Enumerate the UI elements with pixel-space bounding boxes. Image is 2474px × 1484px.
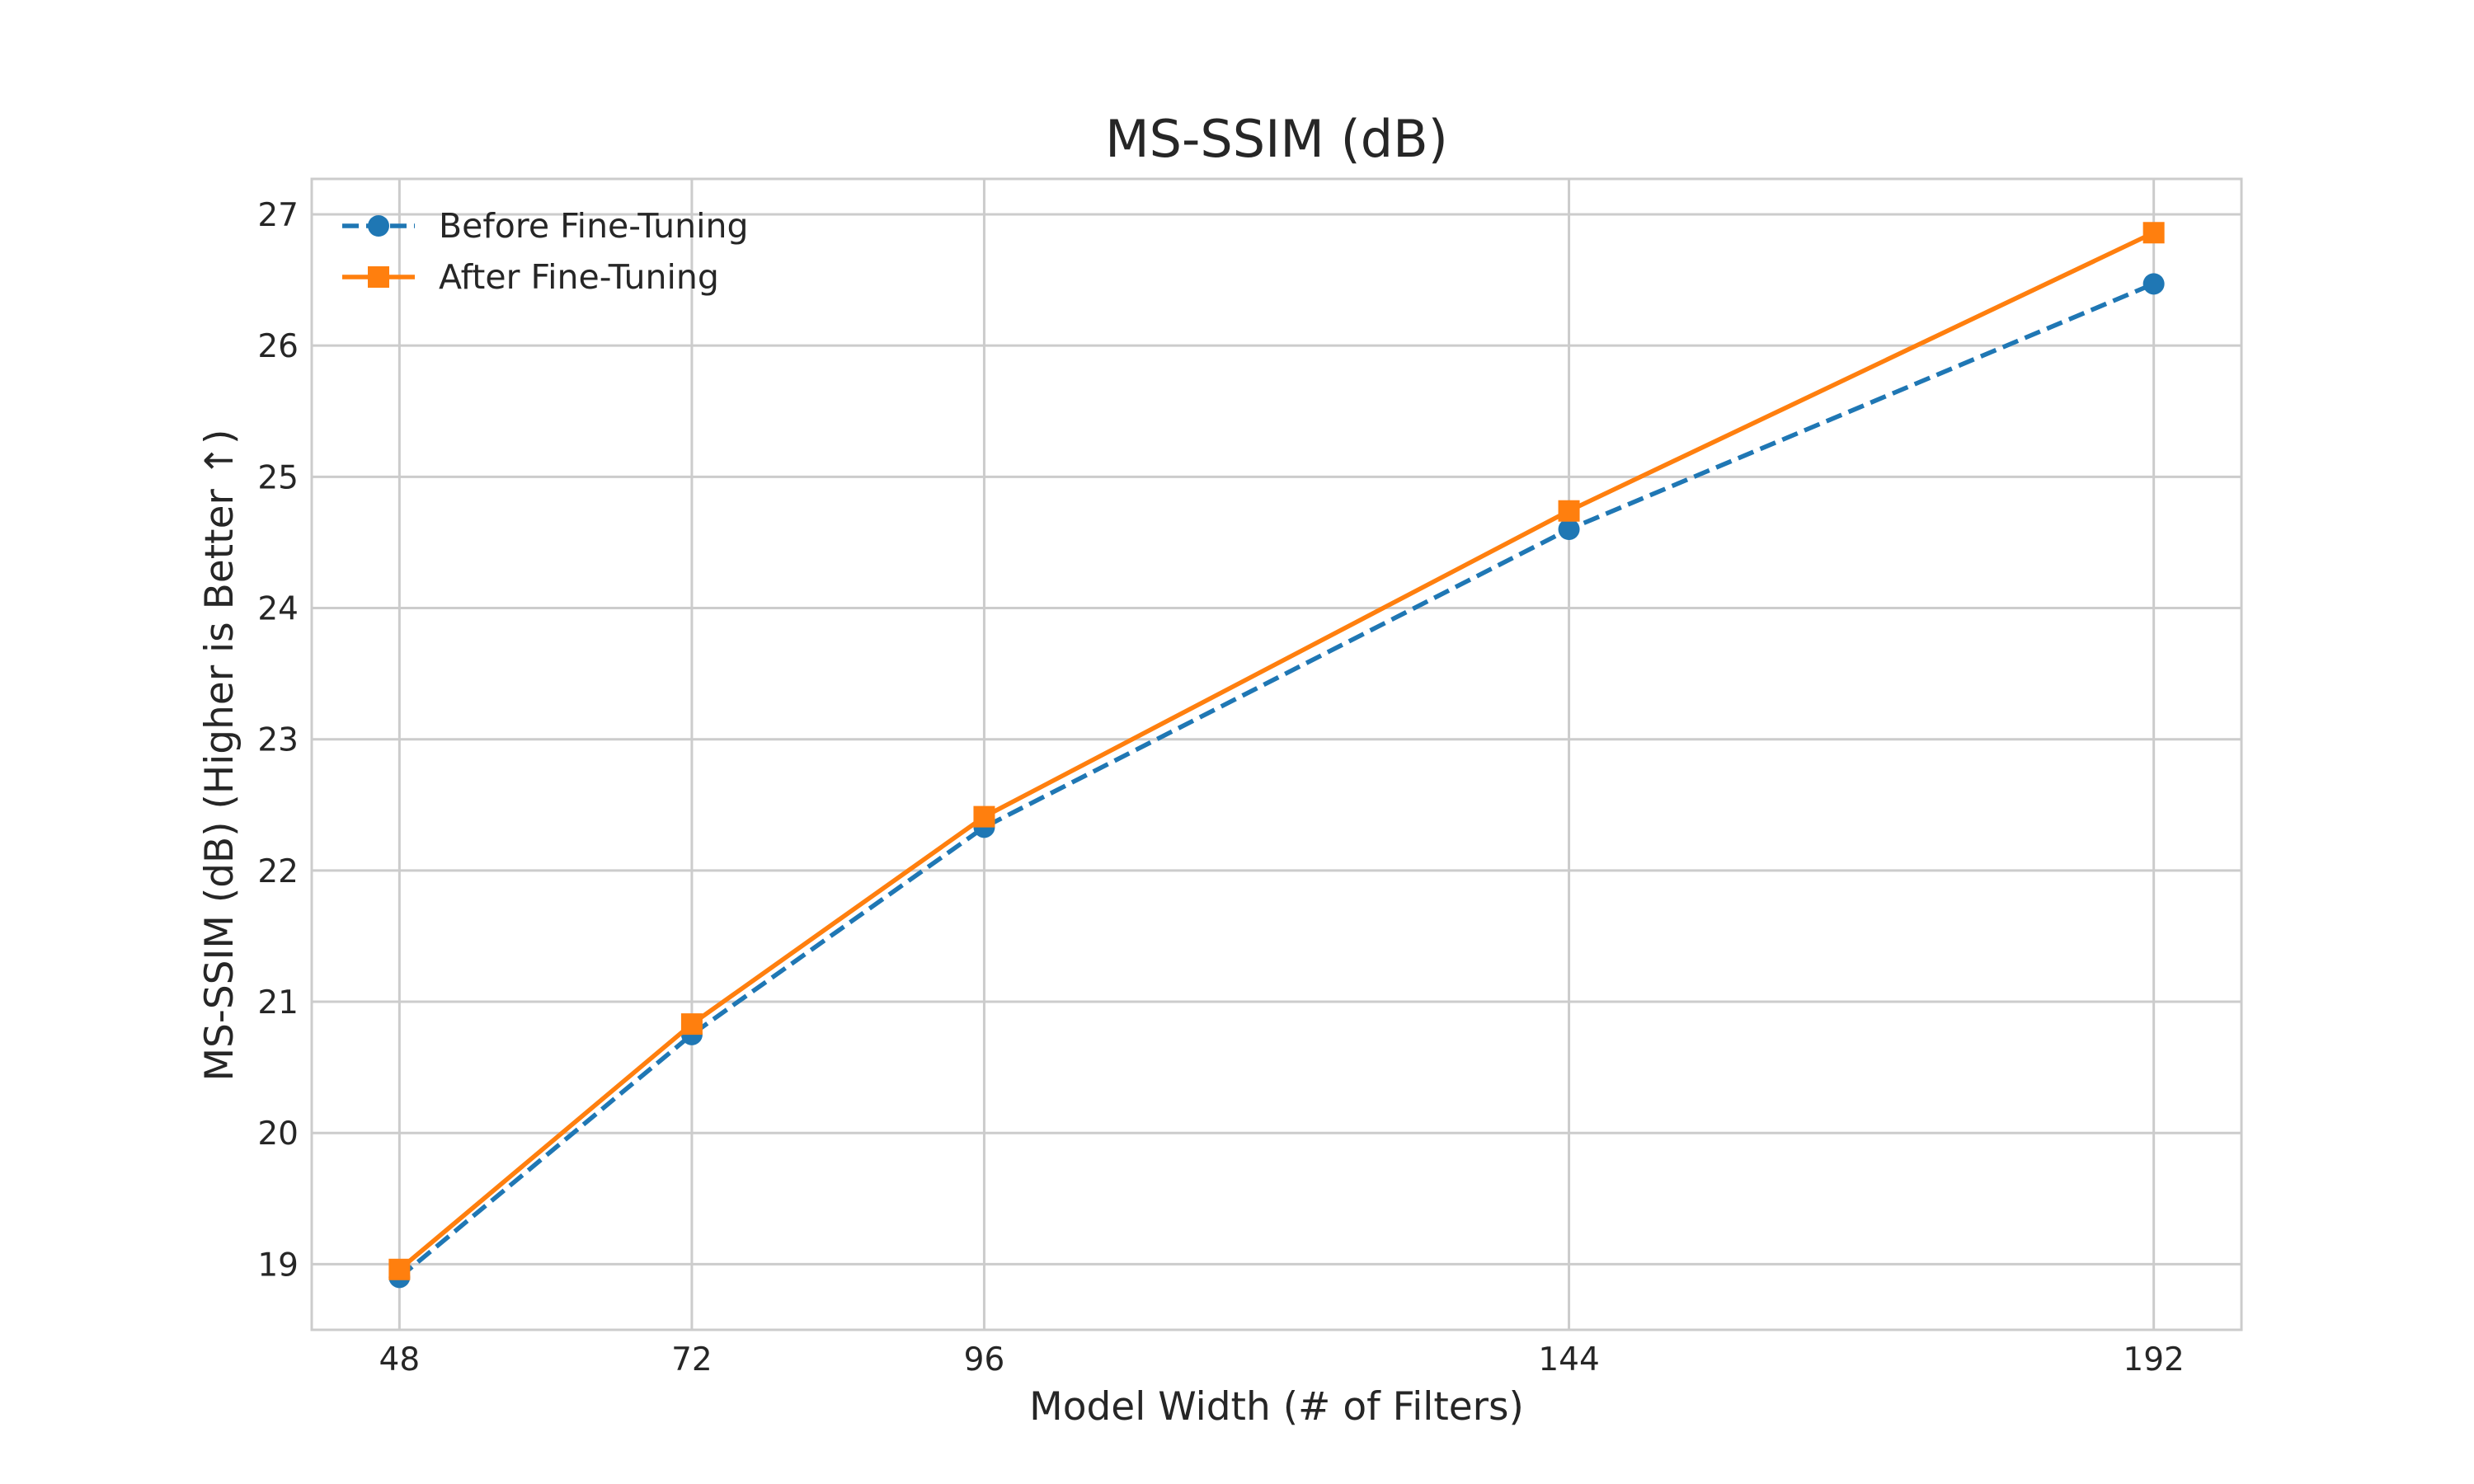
plot-frame xyxy=(310,177,2243,1331)
y-axis-label: MS-SSIM (dB) (Higher is Better ↑) xyxy=(197,430,242,1082)
series-layer xyxy=(388,222,2165,1289)
legend-swatch-after-marker xyxy=(368,266,389,288)
data-point-before xyxy=(1558,519,1580,541)
y-tick-label: 27 xyxy=(257,197,299,234)
y-tick-label: 21 xyxy=(257,984,299,1021)
tick-labels: 48 72 96 144 192 19 20 21 22 23 24 25 26 27 xyxy=(257,197,2185,1378)
y-tick-label: 20 xyxy=(257,1115,299,1153)
legend-swatch-before-marker xyxy=(368,215,389,237)
x-tick-label: 72 xyxy=(671,1341,713,1378)
legend-item-before: Before Fine-Tuning xyxy=(342,206,749,246)
x-axis-label: Model Width (# of Filters) xyxy=(1029,1384,1524,1430)
grid xyxy=(312,179,2241,1330)
legend-item-after: After Fine-Tuning xyxy=(342,257,719,297)
data-point-after xyxy=(388,1258,411,1280)
data-point-before xyxy=(2142,273,2165,295)
y-tick-label: 24 xyxy=(257,591,299,628)
y-tick-label: 19 xyxy=(257,1247,299,1284)
y-tick-label: 25 xyxy=(257,459,299,496)
data-point-after xyxy=(973,805,995,828)
x-tick-label: 144 xyxy=(1538,1341,1599,1378)
data-point-after xyxy=(2142,222,2165,244)
chart-title: MS-SSIM (dB) xyxy=(1105,109,1448,169)
data-point-after xyxy=(1558,500,1580,522)
legend: Before Fine-Tuning After Fine-Tuning xyxy=(342,206,749,297)
legend-label-before: Before Fine-Tuning xyxy=(439,206,749,246)
x-tick-label: 48 xyxy=(379,1341,421,1378)
legend-label-after: After Fine-Tuning xyxy=(439,257,719,297)
y-tick-label: 22 xyxy=(257,853,299,890)
x-tick-label: 96 xyxy=(964,1341,1005,1378)
series-line-before xyxy=(397,281,2155,1280)
series-line-after xyxy=(397,230,2155,1271)
x-tick-label: 192 xyxy=(2123,1341,2184,1378)
y-tick-label: 23 xyxy=(257,722,299,759)
y-tick-label: 26 xyxy=(257,328,299,365)
data-point-after xyxy=(680,1013,703,1036)
